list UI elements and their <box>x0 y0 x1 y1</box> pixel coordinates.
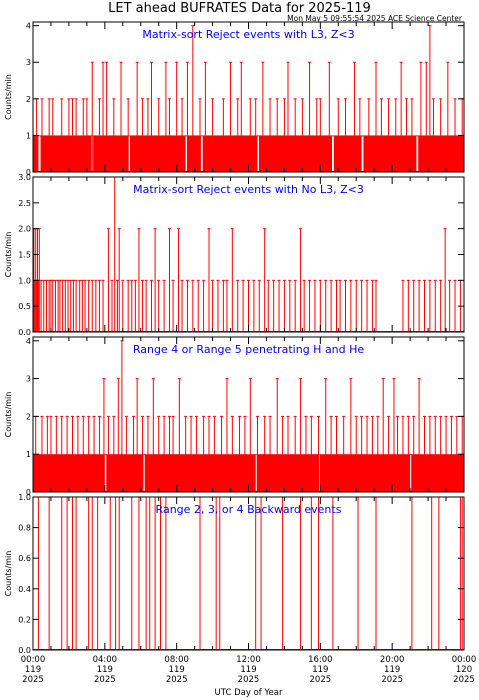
y-tick-label: 1 <box>26 131 31 140</box>
baseline-gap <box>416 136 419 172</box>
panel-4: 0.0 0.2 0.4 0.6 0.8 1.0 Range 2, 3, or 4 Backw… <box>4 493 465 655</box>
timestamp-label: Mon May 5 09:55:54 2025 ACE Science Cent… <box>287 14 463 23</box>
x-tick-time: 00:00 <box>452 655 477 665</box>
y-tick-label: 1 <box>26 450 31 459</box>
x-tick-doy: 120 <box>456 665 472 675</box>
x-tick-time: 20:00 <box>380 655 405 665</box>
x-tick-year: 2025 <box>166 675 188 685</box>
x-tick-time: 08:00 <box>164 655 189 665</box>
y-tick-label: 2 <box>26 412 31 421</box>
y-tick-label: 4 <box>26 337 31 346</box>
baseline-gap <box>128 136 130 172</box>
y-tick-label: 0.4 <box>18 585 31 594</box>
y-tick-label: 1.5 <box>18 251 31 260</box>
x-tick-doy: 119 <box>312 665 328 675</box>
y-tick-label: 0.0 <box>18 646 31 655</box>
x-tick-doy: 119 <box>97 665 113 675</box>
baseline-gap <box>38 136 41 172</box>
x-tick-year: 2025 <box>94 675 116 685</box>
y-axis-label: Counts/min <box>4 232 13 278</box>
x-tick-year: 2025 <box>381 675 403 685</box>
y-tick-label: 3.0 <box>18 173 31 182</box>
y-tick-label: 4 <box>26 22 31 31</box>
x-tick-year: 2025 <box>238 675 260 685</box>
panel-2: 0.0 0.5 1.0 1.5 2.0 2.5 3.0 Matrix-sort Reject … <box>4 173 465 337</box>
y-axis-label: Counts/min <box>4 392 13 438</box>
baseline-gap <box>410 455 412 492</box>
y-tick-label: 0.2 <box>18 615 31 624</box>
y-axis-label: Counts/min <box>4 74 13 120</box>
y-tick-label: 3 <box>26 58 31 67</box>
y-tick-label: 0.0 <box>18 328 31 337</box>
panel-title: Matrix-sort Reject events with No L3, Z<… <box>133 183 364 196</box>
panel-title: Range 2, 3, or 4 Backward events <box>156 503 342 516</box>
baseline-gap <box>185 136 188 172</box>
y-tick-label: 0.8 <box>18 524 31 533</box>
baseline-gap <box>332 136 334 172</box>
y-tick-label: 0.6 <box>18 554 31 563</box>
y-tick-label: 1.0 <box>18 276 31 285</box>
baseline-gap <box>200 136 203 172</box>
panel-3: 0 1 2 3 4 Range 4 or Range 5 penetrating H an… <box>4 336 465 497</box>
baseline-gap <box>361 136 364 172</box>
panel-title: Range 4 or Range 5 penetrating H and He <box>133 343 365 356</box>
y-tick-label: 0.5 <box>18 302 31 311</box>
chart-title: LET ahead BUFRATES Data for 2025-119 <box>108 1 371 16</box>
x-axis: 00:00119202504:00119202508:00119202512:0… <box>21 655 477 685</box>
baseline-gap <box>257 136 259 172</box>
y-tick-label: 0 <box>26 168 31 177</box>
x-tick-doy: 119 <box>240 665 256 675</box>
x-tick-doy: 119 <box>169 665 185 675</box>
x-tick-doy: 119 <box>384 665 400 675</box>
baseline-gap <box>143 455 145 492</box>
x-tick-year: 2025 <box>22 675 44 685</box>
y-axis-label: Counts/min <box>4 551 13 597</box>
y-tick-label: 2 <box>26 95 31 104</box>
panel-title: Matrix-sort Reject events with L3, Z<3 <box>142 28 354 41</box>
x-tick-time: 04:00 <box>93 655 118 665</box>
y-tick-label: 0 <box>26 488 31 497</box>
x-tick-time: 12:00 <box>236 655 261 665</box>
x-tick-doy: 119 <box>25 665 41 675</box>
baseline-gap <box>318 455 320 492</box>
y-tick-label: 3 <box>26 375 31 384</box>
x-tick-time: 00:00 <box>21 655 46 665</box>
x-axis-label: UTC Day of Year <box>215 688 283 698</box>
panel-1: 0 1 2 3 4 Matrix-sort Reject events with L3, … <box>4 21 465 177</box>
baseline-gap <box>104 455 107 492</box>
y-tick-label: 2.5 <box>18 199 31 208</box>
panels-group: 0 1 2 3 4 Matrix-sort Reject events with L3, … <box>4 21 465 655</box>
baseline-gap <box>255 455 257 492</box>
x-tick-time: 16:00 <box>308 655 333 665</box>
x-tick-year: 2025 <box>453 675 475 685</box>
y-tick-label: 1.0 <box>18 493 31 502</box>
y-tick-label: 2.0 <box>18 225 31 234</box>
x-tick-year: 2025 <box>310 675 332 685</box>
